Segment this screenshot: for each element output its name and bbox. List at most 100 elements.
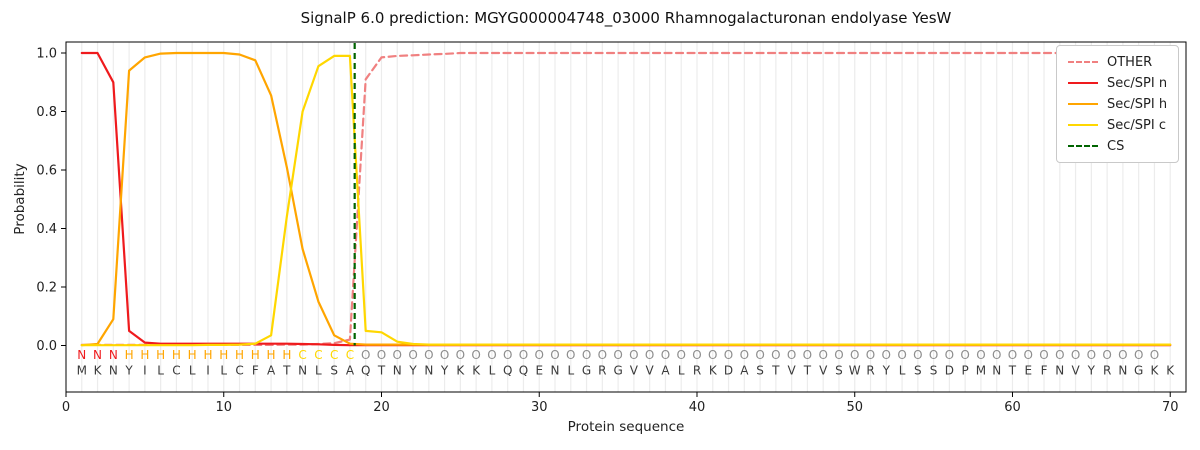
region-letter: N bbox=[93, 348, 102, 362]
sequence-letter: T bbox=[1008, 364, 1017, 378]
legend-item-sec-spi-n: Sec/SPI n bbox=[1068, 75, 1167, 91]
region-letter: O bbox=[1102, 348, 1111, 362]
sequence-letter: S bbox=[914, 364, 922, 378]
sequence-letter: K bbox=[1166, 364, 1175, 378]
region-letter: O bbox=[929, 348, 938, 362]
region-letter: C bbox=[330, 348, 338, 362]
chart-title: SignalP 6.0 prediction: MGYG000004748_03… bbox=[300, 9, 952, 27]
legend-label: Sec/SPI c bbox=[1107, 117, 1166, 133]
sequence-letter: L bbox=[157, 364, 164, 378]
y-tick-label: 1.0 bbox=[36, 47, 57, 62]
region-letter: O bbox=[1118, 348, 1127, 362]
x-axis-label: Protein sequence bbox=[567, 419, 685, 435]
sequence-letter: G bbox=[1134, 364, 1143, 378]
sequence-letter: S bbox=[330, 364, 338, 378]
sequence-letter: T bbox=[377, 364, 386, 378]
region-letter: N bbox=[109, 348, 118, 362]
region-letter: O bbox=[471, 348, 480, 362]
region-letter: O bbox=[866, 348, 875, 362]
region-letter: O bbox=[818, 348, 827, 362]
sequence-letter: L bbox=[899, 364, 906, 378]
region-letter: O bbox=[976, 348, 985, 362]
legend-item-sec-spi-h: Sec/SPI h bbox=[1068, 96, 1167, 112]
region-letter: O bbox=[1039, 348, 1048, 362]
region-letter: O bbox=[629, 348, 638, 362]
sequence-letter: N bbox=[992, 364, 1001, 378]
gridlines bbox=[81, 42, 1171, 392]
sequence-letter: V bbox=[788, 364, 797, 378]
region-letter: O bbox=[708, 348, 717, 362]
region-letter: C bbox=[346, 348, 354, 362]
region-letter: O bbox=[1071, 348, 1080, 362]
sequence-letter: N bbox=[393, 364, 402, 378]
legend-item-sec-spi-c: Sec/SPI c bbox=[1068, 117, 1167, 133]
sequence-letter: Q bbox=[503, 364, 512, 378]
sequence-letter: R bbox=[866, 364, 874, 378]
sequence-letter: D bbox=[945, 364, 954, 378]
region-letter: O bbox=[487, 348, 496, 362]
y-tick-label: 0.2 bbox=[36, 281, 57, 296]
sequence-letter: L bbox=[220, 364, 227, 378]
region-letter: H bbox=[125, 348, 134, 362]
region-letter: O bbox=[582, 348, 591, 362]
region-letter: O bbox=[692, 348, 701, 362]
y-tick-label: 0.8 bbox=[36, 105, 57, 120]
sequence-letter: V bbox=[819, 364, 828, 378]
x-tick-label: 50 bbox=[846, 400, 863, 415]
x-tick-label: 40 bbox=[689, 400, 706, 415]
region-letter: O bbox=[535, 348, 544, 362]
sequence-letter: P bbox=[962, 364, 969, 378]
region-letter: H bbox=[235, 348, 244, 362]
region-letter: O bbox=[1055, 348, 1064, 362]
sequence-letter: N bbox=[551, 364, 560, 378]
region-letter: H bbox=[251, 348, 260, 362]
y-axis-ticks: 0.0 0.2 0.4 0.6 0.8 1.0 bbox=[36, 47, 66, 354]
region-letter: O bbox=[424, 348, 433, 362]
sequence-letter: R bbox=[598, 364, 606, 378]
region-letter: O bbox=[724, 348, 733, 362]
region-letter: H bbox=[140, 348, 149, 362]
region-letter: O bbox=[1087, 348, 1096, 362]
region-letter: O bbox=[992, 348, 1001, 362]
sequence-letter: L bbox=[567, 364, 574, 378]
region-letter: O bbox=[960, 348, 969, 362]
sequence-letter: K bbox=[94, 364, 103, 378]
region-letter: O bbox=[755, 348, 764, 362]
sequence-letter: K bbox=[472, 364, 481, 378]
region-letter: O bbox=[613, 348, 622, 362]
sequence-letter: V bbox=[630, 364, 639, 378]
legend-label: CS bbox=[1107, 138, 1125, 154]
sequence-letter: G bbox=[613, 364, 622, 378]
sequence-letter: K bbox=[456, 364, 465, 378]
sequence-letter: R bbox=[1103, 364, 1111, 378]
region-letter: C bbox=[298, 348, 306, 362]
sequence-letter: Y bbox=[1087, 364, 1096, 378]
sequence-letter: C bbox=[235, 364, 243, 378]
sequence-letter: S bbox=[930, 364, 938, 378]
sequence-letter: R bbox=[693, 364, 701, 378]
x-tick-label: 70 bbox=[1162, 400, 1179, 415]
region-letter: O bbox=[661, 348, 670, 362]
region-letter: O bbox=[408, 348, 417, 362]
region-letter: H bbox=[172, 348, 181, 362]
sequence-letter: G bbox=[582, 364, 591, 378]
sequence-letter: A bbox=[346, 364, 355, 378]
sequence-letter: N bbox=[298, 364, 307, 378]
region-letter: H bbox=[282, 348, 291, 362]
region-letter: O bbox=[803, 348, 812, 362]
region-letter: O bbox=[550, 348, 559, 362]
sequence-letter: K bbox=[709, 364, 718, 378]
region-letter: O bbox=[676, 348, 685, 362]
sequence-letter: M bbox=[77, 364, 87, 378]
sequence-letter: D bbox=[724, 364, 733, 378]
region-letter: O bbox=[519, 348, 528, 362]
sequence-letter: Y bbox=[882, 364, 891, 378]
region-letter: O bbox=[945, 348, 954, 362]
sequence-letter: I bbox=[143, 364, 147, 378]
region-letter: C bbox=[314, 348, 322, 362]
region-letter: H bbox=[156, 348, 165, 362]
sequence-letter: L bbox=[189, 364, 196, 378]
region-letter: O bbox=[503, 348, 512, 362]
